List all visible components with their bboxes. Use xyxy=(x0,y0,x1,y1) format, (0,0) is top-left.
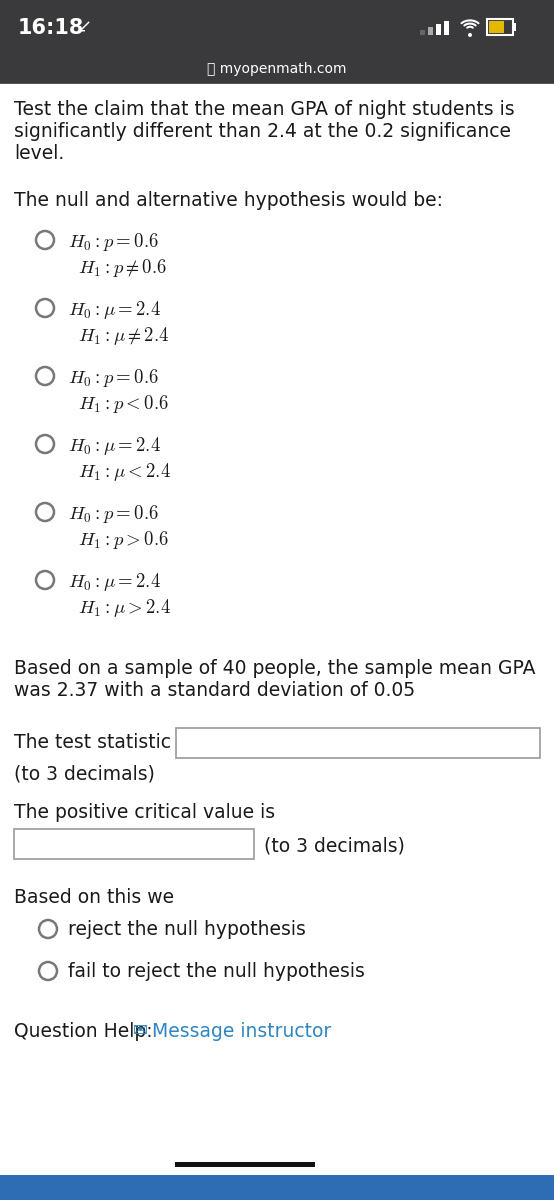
Text: 🔒 myopenmath.com: 🔒 myopenmath.com xyxy=(207,62,347,76)
Text: $H_0: p = 0.6$: $H_0: p = 0.6$ xyxy=(68,230,159,253)
Circle shape xyxy=(36,571,54,589)
Text: (to 3 decimals): (to 3 decimals) xyxy=(264,838,405,856)
Text: level.: level. xyxy=(14,144,64,163)
Circle shape xyxy=(36,434,54,452)
Text: Question Help:: Question Help: xyxy=(14,1022,152,1040)
Bar xyxy=(436,24,441,35)
Bar xyxy=(0,1175,554,1200)
Text: $H_0: p = 0.6$: $H_0: p = 0.6$ xyxy=(68,367,159,389)
Bar xyxy=(489,20,504,32)
Text: $H_1: p > 0.6$: $H_1: p > 0.6$ xyxy=(78,529,169,551)
Text: $H_0: \mu = 2.4$: $H_0: \mu = 2.4$ xyxy=(68,571,161,593)
Bar xyxy=(428,26,433,35)
Text: (to 3 decimals): (to 3 decimals) xyxy=(14,764,155,782)
Bar xyxy=(0,55,554,83)
Text: ↙: ↙ xyxy=(76,19,91,37)
Text: ✉: ✉ xyxy=(133,1022,148,1040)
Circle shape xyxy=(36,299,54,317)
Text: $H_1: p < 0.6$: $H_1: p < 0.6$ xyxy=(78,392,169,415)
Text: $H_1: \mu < 2.4$: $H_1: \mu < 2.4$ xyxy=(78,461,171,482)
Bar xyxy=(420,30,425,35)
FancyBboxPatch shape xyxy=(176,728,540,758)
Text: The null and alternative hypothesis would be:: The null and alternative hypothesis woul… xyxy=(14,191,443,210)
Text: $H_0: p = 0.6$: $H_0: p = 0.6$ xyxy=(68,503,159,526)
Circle shape xyxy=(36,503,54,521)
Circle shape xyxy=(468,32,472,37)
Bar xyxy=(175,1162,315,1166)
Text: The positive critical value is: The positive critical value is xyxy=(14,803,275,822)
FancyBboxPatch shape xyxy=(14,829,254,859)
Circle shape xyxy=(39,920,57,938)
Text: $H_0: \mu = 2.4$: $H_0: \mu = 2.4$ xyxy=(68,299,161,320)
Bar xyxy=(444,20,449,35)
Circle shape xyxy=(36,367,54,385)
Circle shape xyxy=(36,230,54,248)
Text: significantly different than 2.4 at the 0.2 significance: significantly different than 2.4 at the … xyxy=(14,122,511,140)
Text: Based on a sample of 40 people, the sample mean GPA: Based on a sample of 40 people, the samp… xyxy=(14,659,536,678)
Text: was 2.37 with a standard deviation of 0.05: was 2.37 with a standard deviation of 0.… xyxy=(14,680,415,700)
Text: $H_1: \mu > 2.4$: $H_1: \mu > 2.4$ xyxy=(78,596,171,619)
Text: $H_1: \mu \neq 2.4$: $H_1: \mu \neq 2.4$ xyxy=(78,325,169,347)
Text: Test the claim that the mean GPA of night students is: Test the claim that the mean GPA of nigh… xyxy=(14,100,515,119)
Text: $H_0: \mu = 2.4$: $H_0: \mu = 2.4$ xyxy=(68,434,161,457)
Text: 16:18: 16:18 xyxy=(18,18,84,38)
Text: $H_1: p \neq 0.6$: $H_1: p \neq 0.6$ xyxy=(78,257,167,278)
Text: reject the null hypothesis: reject the null hypothesis xyxy=(68,920,306,938)
Text: fail to reject the null hypothesis: fail to reject the null hypothesis xyxy=(68,962,365,982)
Text: The test statistic is: The test statistic is xyxy=(14,733,192,752)
Text: Message instructor: Message instructor xyxy=(152,1022,331,1040)
Circle shape xyxy=(39,962,57,980)
Bar xyxy=(513,23,516,31)
Text: Based on this we: Based on this we xyxy=(14,888,174,907)
